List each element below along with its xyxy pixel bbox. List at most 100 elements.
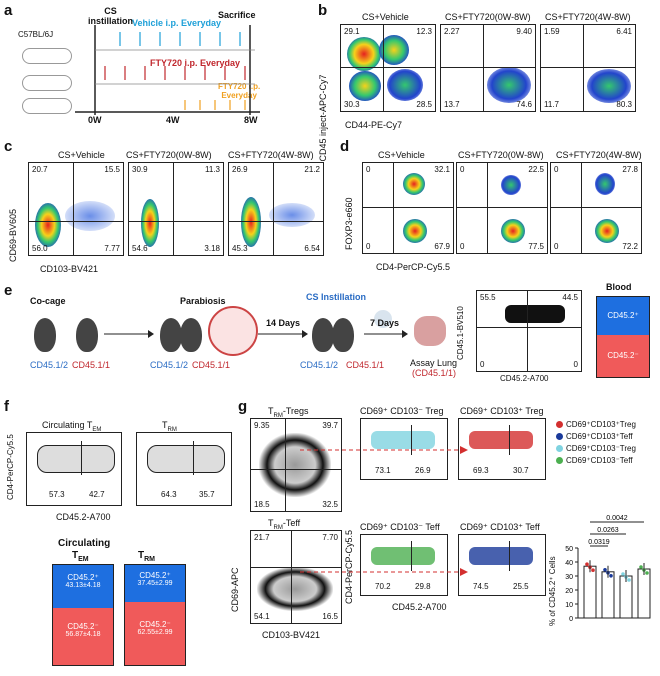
assay-sublabel: (CD45.1/1): [412, 368, 457, 378]
density-blob: [347, 37, 381, 71]
density-blob: [241, 197, 261, 247]
blood-label: Blood: [606, 282, 632, 292]
b-flow-plot-1: 29.1 12.3 30.3 28.5: [340, 24, 436, 112]
vessel-zoom-icon: [208, 306, 258, 356]
sub-value: 69.3: [473, 466, 489, 475]
quadrant-value: 0: [366, 242, 371, 251]
bar: [619, 575, 633, 619]
d-flow-plot-3: 0 27.8 0 72.2: [550, 162, 642, 254]
mouse-sketch-2: [22, 75, 72, 91]
quadrant-value: 67.9: [434, 242, 450, 251]
data-point: [591, 568, 595, 572]
quadrant-value: 77.5: [528, 242, 544, 251]
strain-label: C57BL/6J: [18, 30, 54, 39]
d-ylabel: FOXP3-e660: [344, 197, 354, 250]
d-title-3: CS+FTY720(4W-8W): [556, 150, 642, 160]
quadrant-value: 55.5: [480, 293, 496, 302]
quadrant-value: 32.1: [434, 165, 450, 174]
quadrant-value: 0: [554, 165, 559, 174]
density-blob: [259, 433, 331, 497]
trm-top-label: CD45.2⁺: [139, 571, 171, 580]
parabiosis-label: Parabiosis: [180, 296, 226, 306]
quadrant-value: 22.5: [528, 165, 544, 174]
mouse-label: CD45.1/2: [150, 360, 189, 370]
y-tick-label: 10: [565, 602, 573, 609]
density-blob: [501, 219, 525, 243]
quadrant-value: 0: [573, 360, 578, 369]
g-sub-plot-4: 74.5 25.5: [458, 534, 546, 596]
c-title-2: CS+FTY720(0W-8W): [126, 150, 212, 160]
density-blob: [147, 445, 225, 473]
quadrant-value: 30.3: [344, 100, 360, 109]
sub-value: 26.9: [415, 466, 431, 475]
panel-label-f: f: [4, 398, 9, 415]
gate-arrows: [300, 446, 468, 576]
quadrant-value: 39.7: [322, 421, 338, 430]
g-sub-title-1: CD69⁺ CD103⁻ Treg: [360, 406, 444, 416]
sub-value: 74.5: [473, 582, 489, 591]
g-tregs-flow-plot: 9.35 39.7 18.5 32.5: [250, 418, 342, 512]
c-ylabel: CD69-BV605: [8, 208, 18, 262]
g-legend: CD69⁺CD103⁺Treg CD69⁺CD103⁺Teff CD69⁺CD103…: [556, 420, 660, 468]
cocage-label: Co-cage: [30, 296, 66, 306]
tregs-title: T: [268, 406, 274, 416]
trm-label: T: [138, 550, 145, 561]
legend-label: CD69⁺CD103⁺Treg: [566, 420, 636, 429]
quadrant-value: 13.7: [444, 100, 460, 109]
tem-top-label: CD45.2⁺: [67, 573, 99, 582]
panel-label-a: a: [4, 2, 13, 19]
arrow-icon: [364, 330, 408, 338]
data-point: [627, 578, 631, 582]
quadrant-value: 9.35: [254, 421, 270, 430]
quadrant-value: 26.9: [232, 165, 248, 174]
quadrant-value: 12.3: [416, 27, 432, 36]
sub-value: 29.8: [415, 582, 431, 591]
bar: [583, 565, 597, 619]
quadrant-value: 11.3: [205, 165, 220, 174]
sub-value: 30.7: [513, 466, 529, 475]
week-8-label: 8W: [244, 115, 258, 125]
blood-bottom-segment: CD45.2⁻: [597, 335, 649, 377]
panel-label-e: e: [4, 282, 13, 299]
panel-label-d: d: [340, 138, 350, 155]
quadrant-value: 16.5: [322, 612, 338, 621]
mouse-label: CD45.1/2: [300, 360, 339, 370]
legend-label: CD69⁺CD103⁻Treg: [566, 444, 636, 453]
quadrant-value: 0: [366, 165, 371, 174]
quadrant-value: 1.59: [544, 27, 560, 36]
d-flow-plot-1: 0 32.1 0 67.9: [362, 162, 454, 254]
quadrant-value: 74.6: [516, 100, 532, 109]
b-title-1: CS+Vehicle: [362, 12, 409, 22]
density-blob: [587, 69, 631, 103]
density-blob: [257, 567, 333, 611]
data-point: [609, 574, 613, 578]
g-sub-title-3: CD69⁺ CD103⁻ Teff: [360, 522, 440, 532]
density-blob: [469, 547, 533, 565]
legend-item: CD69⁺CD103⁻Teff: [556, 456, 660, 465]
f-value: 57.3: [49, 490, 65, 499]
g-sub-title-4: CD69⁺ CD103⁺ Teff: [460, 522, 540, 532]
f-title-2-sub: RM: [167, 426, 177, 433]
y-tick-label: 40: [565, 560, 573, 567]
days-14-label: 14 Days: [266, 318, 301, 328]
density-blob: [269, 203, 315, 227]
legend-label: CD69⁺CD103⁺Teff: [566, 432, 633, 441]
quadrant-value: 6.54: [304, 244, 320, 253]
e-flow-plot: 55.5 44.5 0 0: [476, 290, 582, 372]
mouse-label: CD45.1/2: [30, 360, 69, 370]
vehicle-label: Vehicle i.p. Everyday: [132, 18, 222, 28]
bar: [637, 568, 651, 619]
mouse-icon: [180, 318, 202, 352]
bar-chart: 0 10 20 30 40 50 0.0042 0.0263 0.0319: [565, 515, 651, 623]
quadrant-value: 54.6: [132, 244, 148, 253]
panel-label-c: c: [4, 138, 13, 155]
density-blob: [349, 71, 381, 101]
legend-label: CD69⁺CD103⁻Teff: [566, 456, 633, 465]
teff-title: T: [268, 518, 274, 528]
arrow-icon: [258, 330, 308, 338]
circulating-label: Circulating: [58, 538, 111, 549]
quadrant-value: 0: [480, 360, 485, 369]
quadrant-value: 21.2: [304, 165, 320, 174]
g-sub-plot-1: 73.1 26.9: [360, 418, 448, 480]
data-point: [639, 565, 643, 569]
